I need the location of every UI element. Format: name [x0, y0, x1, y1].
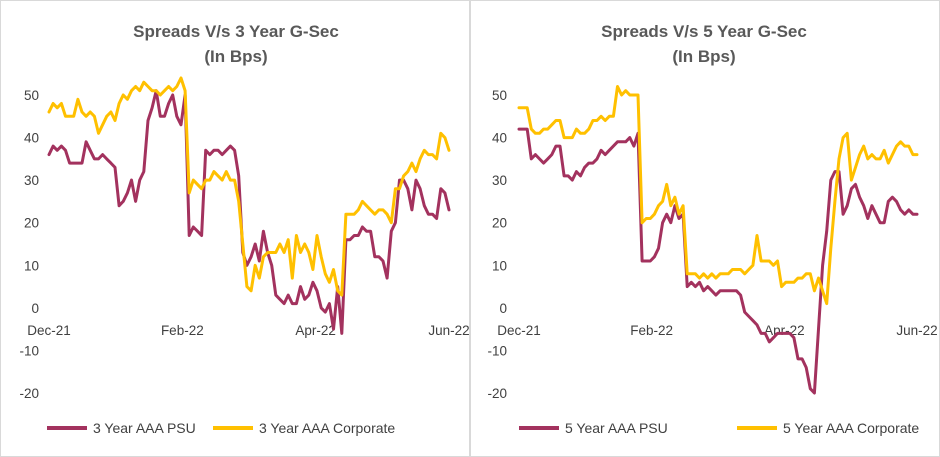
y-axis: 50 40 30 20 10 0 -10 -20	[19, 88, 39, 401]
chart-svg-5-year: Spreads V/s 5 Year G-Sec (In Bps) 50 40 30…	[487, 22, 937, 436]
chart-subtitle: (In Bps)	[204, 47, 267, 66]
y-tick-label: 20	[24, 216, 39, 231]
x-tick-label: Dec-21	[497, 323, 541, 338]
legend-label: 5 Year AAA Corporate	[783, 420, 919, 436]
y-tick-label: -10	[487, 343, 507, 358]
y-tick-label: 0	[499, 301, 507, 316]
chart-svg-3-year: Spreads V/s 3 Year G-Sec (In Bps) 50 40 30…	[19, 22, 469, 436]
y-axis: 50 40 30 20 10 0 -10 -20	[487, 88, 507, 401]
y-tick-label: -10	[19, 343, 39, 358]
legend: 5 Year AAA PSU 5 Year AAA Corporate	[519, 420, 919, 436]
y-tick-label: 30	[492, 173, 507, 188]
x-tick-label: Jun-22	[428, 323, 469, 338]
y-tick-label: 10	[492, 258, 507, 273]
x-axis: Dec-21 Feb-22 Apr-22 Jun-22	[27, 323, 469, 338]
x-tick-label: Feb-22	[161, 323, 204, 338]
y-tick-label: 30	[24, 173, 39, 188]
series-line	[47, 89, 451, 335]
legend-label: 3 Year AAA Corporate	[259, 420, 395, 436]
chart-title: Spreads V/s 5 Year G-Sec	[601, 22, 807, 41]
y-tick-label: 50	[492, 88, 507, 103]
x-tick-label: Apr-22	[764, 323, 805, 338]
x-tick-label: Apr-22	[295, 323, 336, 338]
legend: 3 Year AAA PSU 3 Year AAA Corporate	[47, 420, 395, 436]
series-group	[517, 85, 919, 395]
legend-label: 3 Year AAA PSU	[93, 420, 196, 436]
x-tick-label: Feb-22	[630, 323, 673, 338]
y-tick-label: 40	[24, 131, 39, 146]
x-tick-label: Jun-22	[896, 323, 937, 338]
x-tick-label: Dec-21	[27, 323, 71, 338]
chart-title: Spreads V/s 3 Year G-Sec	[133, 22, 339, 41]
y-tick-label: 40	[492, 131, 507, 146]
y-tick-label: 20	[492, 216, 507, 231]
y-tick-label: 0	[31, 301, 39, 316]
chart-panel-5-year: Spreads V/s 5 Year G-Sec (In Bps) 50 40 30…	[470, 0, 940, 457]
legend-label: 5 Year AAA PSU	[565, 420, 668, 436]
y-tick-label: 10	[24, 258, 39, 273]
y-tick-label: -20	[19, 386, 39, 401]
series-group	[47, 76, 451, 335]
series-line	[47, 76, 451, 297]
series-line	[517, 85, 919, 306]
y-tick-label: 50	[24, 88, 39, 103]
chart-panel-3-year: Spreads V/s 3 Year G-Sec (In Bps) 50 40 30…	[0, 0, 470, 457]
series-line	[517, 127, 919, 395]
y-tick-label: -20	[487, 386, 507, 401]
chart-subtitle: (In Bps)	[672, 47, 735, 66]
x-axis: Dec-21 Feb-22 Apr-22 Jun-22	[497, 323, 937, 338]
